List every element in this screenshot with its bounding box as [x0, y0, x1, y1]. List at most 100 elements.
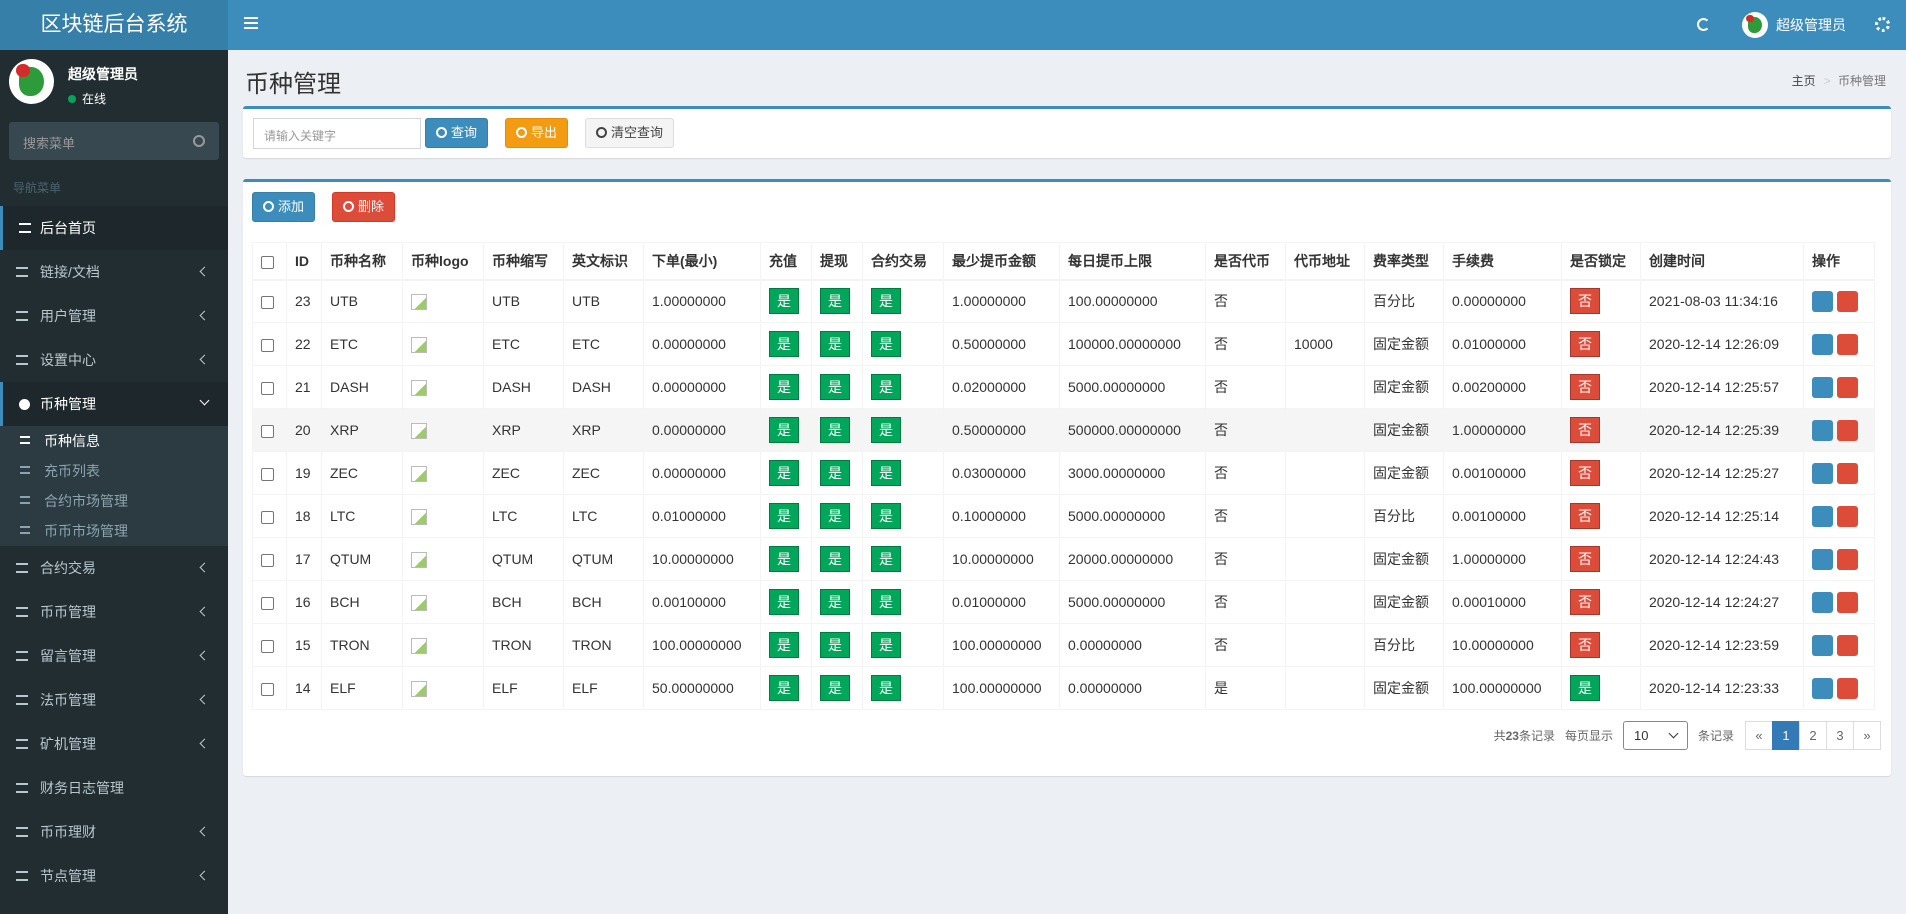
status-badge[interactable]: 是: [769, 288, 799, 315]
settings-icon[interactable]: [1875, 17, 1890, 32]
row-checkbox[interactable]: [261, 639, 274, 653]
status-badge[interactable]: 是: [820, 546, 850, 572]
edit-button[interactable]: [1812, 376, 1833, 398]
page-link[interactable]: 1: [1772, 721, 1800, 750]
status-badge[interactable]: 是: [820, 331, 850, 357]
edit-button[interactable]: [1812, 505, 1833, 527]
delete-button[interactable]: [1837, 548, 1858, 570]
edit-button[interactable]: [1812, 462, 1833, 484]
crumb[interactable]: 主页: [1791, 74, 1816, 88]
status-badge[interactable]: 是: [820, 374, 850, 400]
status-badge[interactable]: 是: [769, 503, 799, 529]
status-badge[interactable]: 是: [820, 503, 850, 529]
status-badge[interactable]: 否: [1570, 417, 1600, 443]
add-button[interactable]: 添加: [252, 192, 316, 222]
row-checkbox[interactable]: [261, 682, 274, 696]
delete-button[interactable]: [1837, 591, 1858, 613]
status-badge[interactable]: 是: [769, 374, 799, 400]
refresh-icon[interactable]: [1697, 18, 1710, 31]
status-badge[interactable]: 否: [1570, 632, 1600, 658]
user-menu[interactable]: 超级管理员: [1742, 12, 1846, 38]
export-button[interactable]: 导出: [505, 118, 569, 148]
delete-button[interactable]: [1837, 677, 1858, 699]
status-badge[interactable]: 是: [769, 460, 799, 486]
menu-item[interactable]: 用户管理: [0, 294, 228, 338]
status-badge[interactable]: 是: [820, 589, 850, 615]
row-checkbox[interactable]: [261, 424, 274, 438]
per-page-select[interactable]: 10: [1622, 721, 1688, 750]
status-badge[interactable]: 否: [1570, 460, 1600, 486]
status-badge[interactable]: 否: [1570, 546, 1600, 572]
menu-item[interactable]: 币种管理: [0, 382, 228, 426]
sidebar-toggle[interactable]: [244, 17, 258, 29]
search-input[interactable]: 请输入关键字: [253, 118, 421, 149]
status-badge[interactable]: 是: [871, 503, 901, 529]
menu-item[interactable]: 留言管理: [0, 634, 228, 678]
submenu-item[interactable]: 合约市场管理: [0, 486, 228, 516]
search-button[interactable]: 查询: [425, 118, 489, 148]
menu-item[interactable]: 设置中心: [0, 338, 228, 382]
delete-button[interactable]: 删除: [332, 192, 396, 222]
edit-button[interactable]: [1812, 591, 1833, 613]
menu-item[interactable]: 法币管理: [0, 678, 228, 722]
status-badge[interactable]: 是: [769, 589, 799, 615]
menu-item[interactable]: 币币管理: [0, 590, 228, 634]
status-badge[interactable]: 是: [871, 288, 901, 315]
status-badge[interactable]: 否: [1570, 374, 1600, 400]
page-next[interactable]: »: [1853, 721, 1881, 750]
page-link[interactable]: 3: [1826, 721, 1854, 750]
clear-button[interactable]: 清空查询: [585, 118, 675, 148]
status-badge[interactable]: 是: [769, 546, 799, 572]
row-checkbox[interactable]: [261, 296, 274, 310]
submenu-item[interactable]: 币种信息: [0, 426, 228, 456]
row-checkbox[interactable]: [261, 381, 274, 395]
delete-button[interactable]: [1837, 634, 1858, 656]
edit-button[interactable]: [1812, 419, 1833, 441]
status-badge[interactable]: 是: [820, 632, 850, 658]
status-badge[interactable]: 是: [820, 417, 850, 443]
row-checkbox[interactable]: [261, 596, 274, 610]
status-badge[interactable]: 否: [1570, 589, 1600, 615]
status-badge[interactable]: 是: [871, 546, 901, 572]
edit-button[interactable]: [1812, 677, 1833, 699]
status-badge[interactable]: 是: [871, 589, 901, 615]
status-badge[interactable]: 是: [871, 460, 901, 486]
status-badge[interactable]: 是: [871, 374, 901, 400]
menu-item[interactable]: 财务日志管理: [0, 766, 228, 810]
status-badge[interactable]: 是: [871, 331, 901, 357]
status-badge[interactable]: 是: [769, 331, 799, 357]
menu-item[interactable]: 节点管理: [0, 854, 228, 898]
status-badge[interactable]: 是: [871, 417, 901, 443]
menu-item[interactable]: 币币理财: [0, 810, 228, 854]
page-prev[interactable]: «: [1745, 721, 1773, 750]
status-badge[interactable]: 否: [1570, 503, 1600, 529]
submenu-item[interactable]: 币币市场管理: [0, 516, 228, 546]
delete-button[interactable]: [1837, 505, 1858, 527]
menu-item[interactable]: 矿机管理: [0, 722, 228, 766]
status-badge[interactable]: 是: [769, 675, 799, 701]
row-checkbox[interactable]: [261, 467, 274, 481]
status-badge[interactable]: 否: [1570, 331, 1600, 357]
status-badge[interactable]: 是: [871, 675, 901, 701]
status-badge[interactable]: 是: [769, 417, 799, 443]
edit-button[interactable]: [1812, 290, 1833, 312]
row-checkbox[interactable]: [261, 510, 274, 524]
delete-button[interactable]: [1837, 333, 1858, 355]
delete-button[interactable]: [1837, 462, 1858, 484]
status-badge[interactable]: 是: [871, 632, 901, 658]
menu-search[interactable]: 搜索菜单: [9, 122, 219, 160]
delete-button[interactable]: [1837, 376, 1858, 398]
edit-button[interactable]: [1812, 634, 1833, 656]
row-checkbox[interactable]: [261, 338, 274, 352]
status-badge[interactable]: 是: [820, 460, 850, 486]
brand[interactable]: 区块链后台系统: [0, 0, 228, 50]
menu-item[interactable]: 链接/文档: [0, 250, 228, 294]
status-badge[interactable]: 是: [1570, 675, 1600, 701]
delete-button[interactable]: [1837, 419, 1858, 441]
edit-button[interactable]: [1812, 333, 1833, 355]
delete-button[interactable]: [1837, 290, 1858, 312]
menu-item[interactable]: 合约交易: [0, 546, 228, 590]
status-badge[interactable]: 是: [820, 288, 850, 315]
status-badge[interactable]: 是: [769, 632, 799, 658]
edit-button[interactable]: [1812, 548, 1833, 570]
